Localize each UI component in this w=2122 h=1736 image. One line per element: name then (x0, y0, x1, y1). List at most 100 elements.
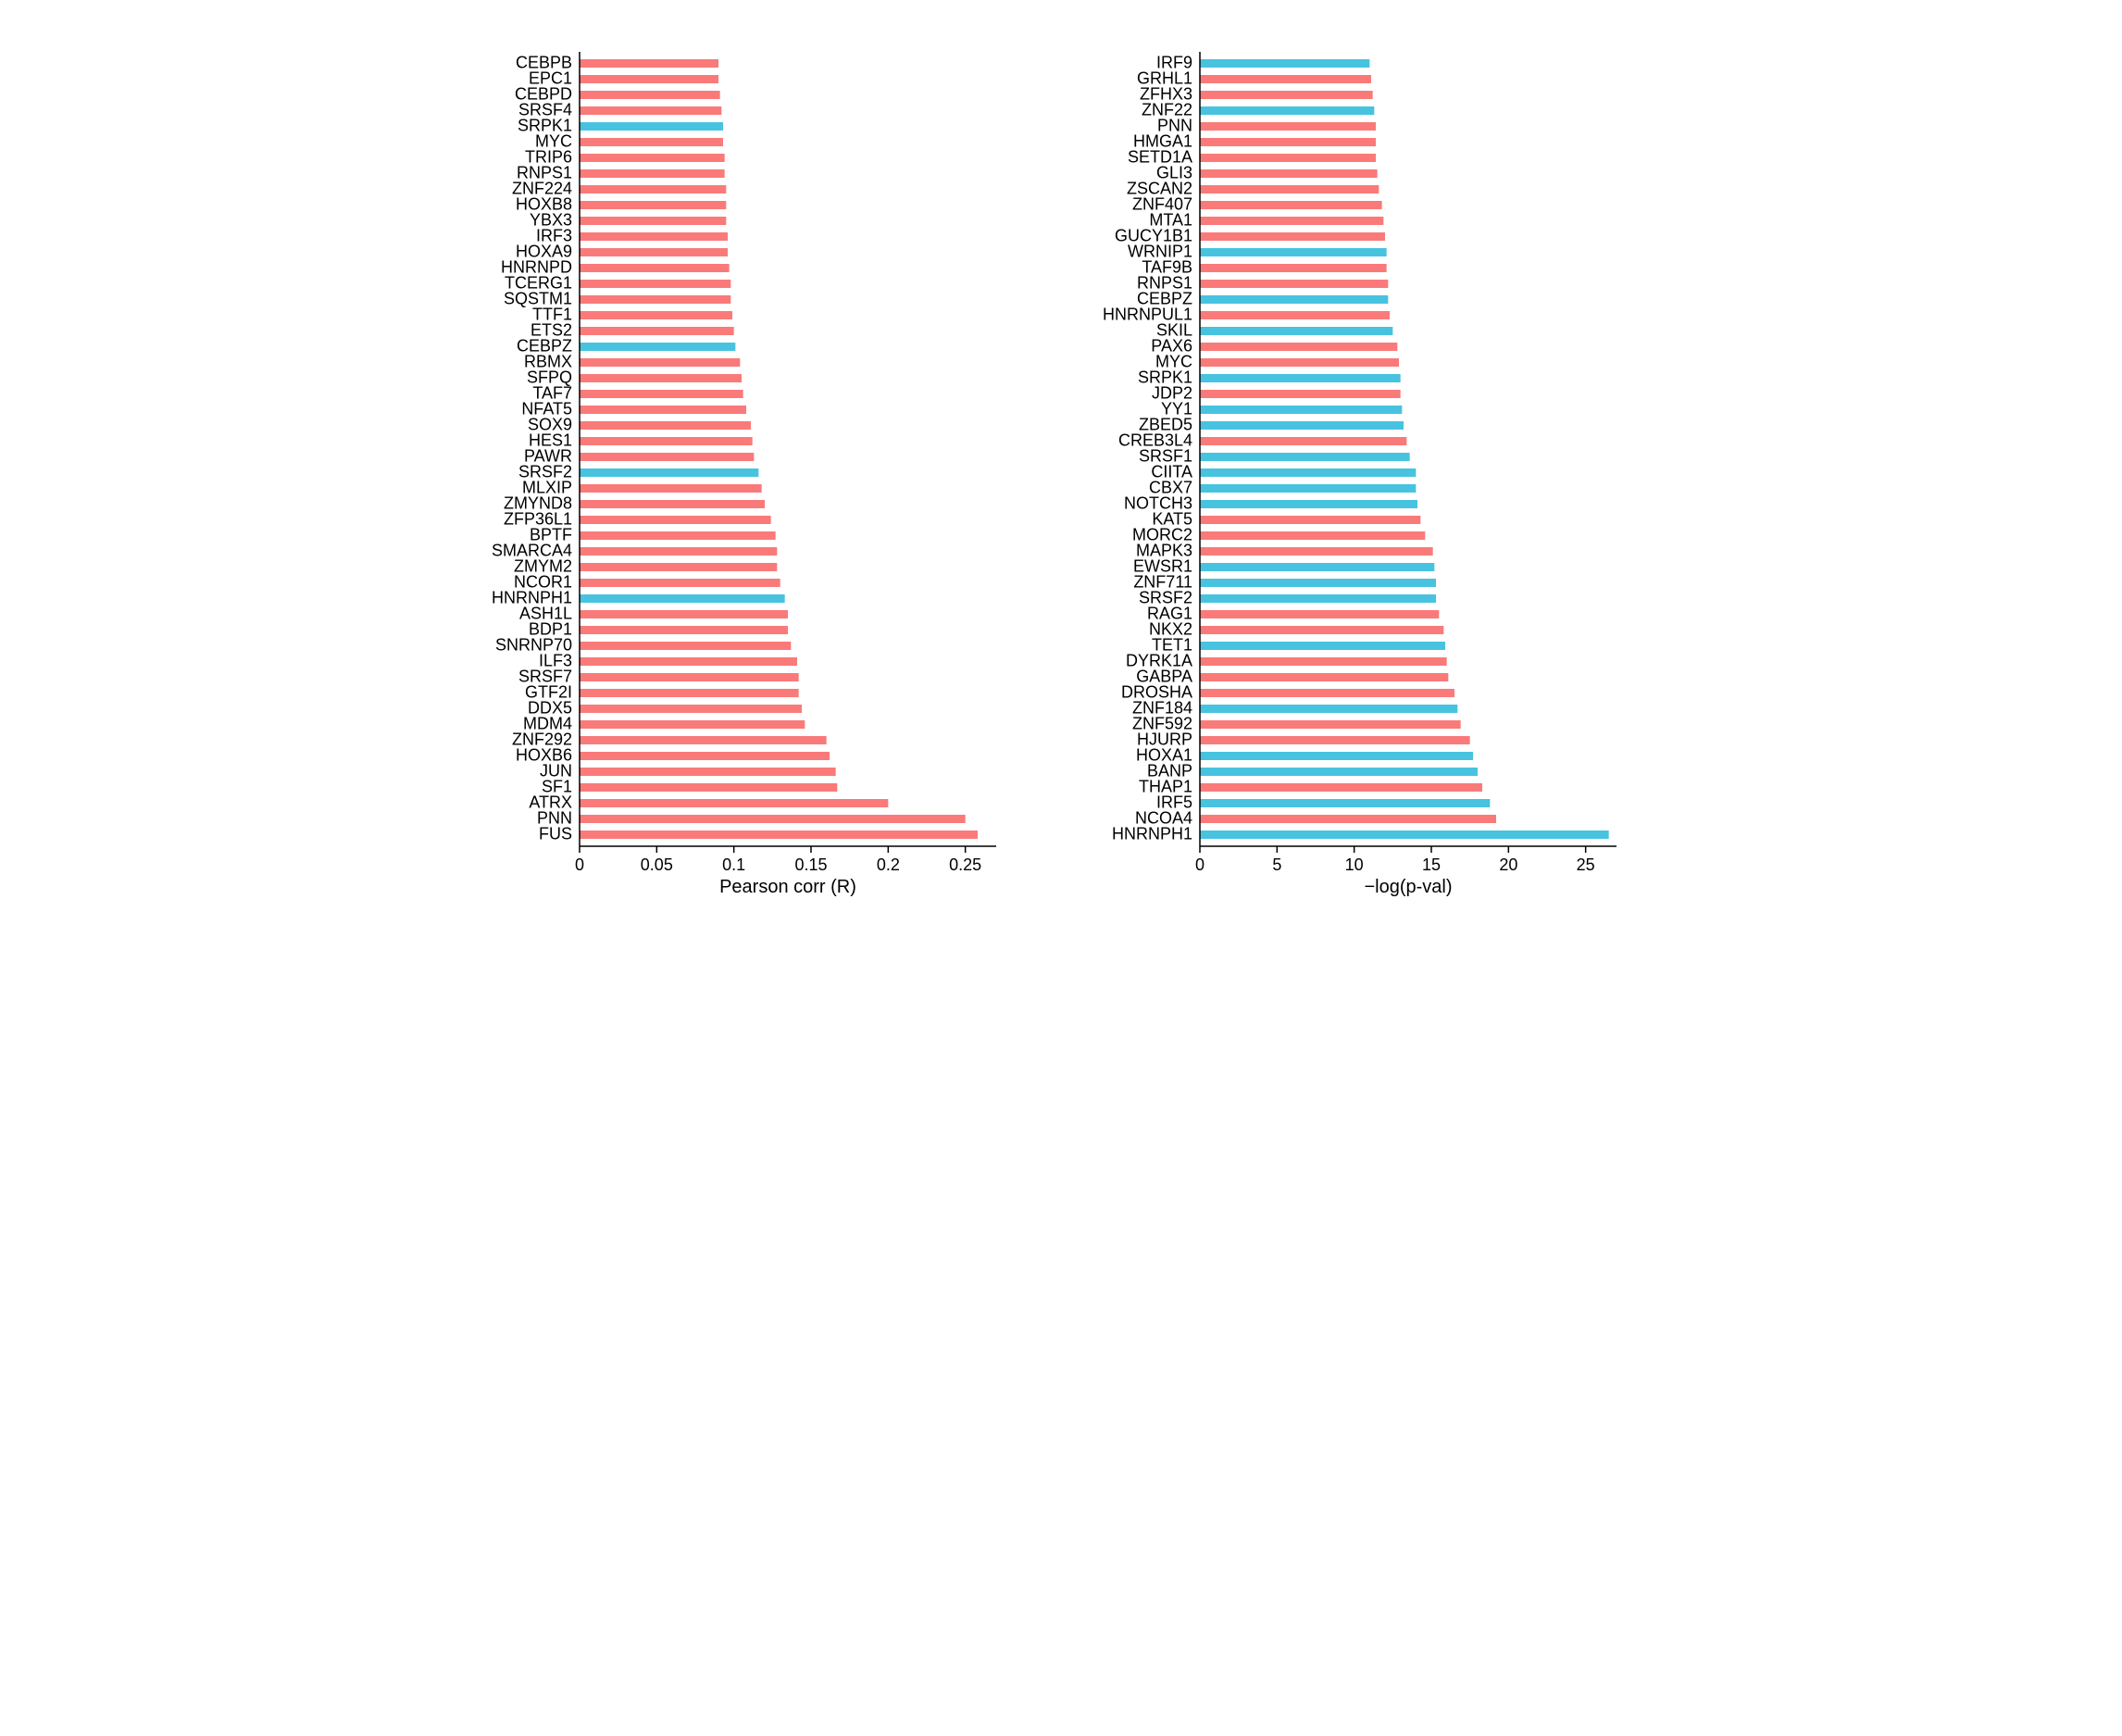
bar (580, 768, 836, 776)
bar (580, 626, 788, 634)
bar (580, 752, 830, 760)
x-tick-label: 0.05 (641, 856, 673, 874)
bar (1200, 563, 1434, 571)
bar (1200, 106, 1374, 115)
bar (580, 689, 799, 697)
bar (580, 138, 723, 146)
bar (580, 390, 743, 398)
bar (580, 75, 718, 83)
left-panel: CEBPBEPC1CEBPDSRSF4SRPK1MYCTRIP6RNPS1ZNF… (478, 37, 1024, 898)
bar (1200, 122, 1376, 131)
bar (1200, 610, 1439, 618)
bar (1200, 657, 1447, 666)
bar (1200, 248, 1387, 256)
bar (580, 280, 730, 288)
bar (580, 594, 785, 603)
bar (1200, 579, 1436, 587)
x-tick-label: 0.25 (949, 856, 981, 874)
bar (1200, 154, 1376, 162)
bar (1200, 358, 1399, 367)
bar (580, 799, 888, 807)
bar (1200, 343, 1397, 351)
x-tick-label: 0 (575, 856, 584, 874)
bar (580, 106, 721, 115)
x-axis-title: Pearson corr (R) (719, 877, 856, 897)
bar (1200, 468, 1416, 477)
bar (580, 232, 728, 241)
bar (1200, 185, 1379, 194)
bar (580, 201, 726, 209)
bar (1200, 815, 1496, 823)
x-tick-label: 25 (1577, 856, 1595, 874)
bar (1200, 783, 1482, 792)
bar (580, 59, 718, 68)
bar (1200, 516, 1420, 524)
bar (580, 327, 734, 335)
bar (580, 264, 730, 272)
bar (1200, 484, 1416, 493)
bar (1200, 264, 1387, 272)
bar (580, 343, 735, 351)
bar (580, 122, 723, 131)
bar (1200, 327, 1392, 335)
bar (1200, 311, 1390, 319)
bar (1200, 232, 1385, 241)
bar (580, 421, 751, 430)
bar (1200, 280, 1388, 288)
bar (580, 547, 777, 556)
x-tick-label: 20 (1499, 856, 1517, 874)
bar (580, 657, 797, 666)
bar (1200, 720, 1461, 729)
bar (580, 579, 780, 587)
right-panel: IRF9GRHL1ZFHX3ZNF22PNNHMGA1SETD1AGLI3ZSC… (1098, 37, 1644, 898)
bar (1200, 217, 1383, 225)
bar (1200, 689, 1454, 697)
bar (580, 642, 791, 650)
bar (580, 563, 777, 571)
bar (1200, 437, 1406, 445)
bar (580, 736, 827, 744)
bar (580, 484, 762, 493)
bar (1200, 736, 1470, 744)
bar (580, 500, 765, 508)
bar (580, 610, 788, 618)
bar (580, 406, 746, 414)
bar (1200, 768, 1478, 776)
bar (1200, 831, 1609, 839)
bar (580, 248, 728, 256)
bar (1200, 201, 1382, 209)
x-axis-title: −log(p-val) (1364, 877, 1452, 897)
chart-panels: CEBPBEPC1CEBPDSRSF4SRPK1MYCTRIP6RNPS1ZNF… (37, 37, 2085, 898)
bar (1200, 752, 1473, 760)
bar (580, 453, 754, 461)
bar (1200, 705, 1457, 713)
bar (1200, 531, 1425, 540)
bar (1200, 453, 1410, 461)
bar (580, 311, 732, 319)
bar (580, 516, 771, 524)
bar (580, 185, 726, 194)
bar (580, 295, 730, 304)
right-chart-svg: IRF9GRHL1ZFHX3ZNF22PNNHMGA1SETD1AGLI3ZSC… (1098, 37, 1644, 898)
x-tick-label: 0.1 (722, 856, 745, 874)
bar (1200, 374, 1401, 382)
bar (580, 720, 805, 729)
bar (580, 437, 753, 445)
bar (580, 358, 740, 367)
bar (580, 673, 799, 681)
bar (1200, 169, 1378, 178)
bar (580, 705, 802, 713)
bar (1200, 406, 1402, 414)
left-chart-svg: CEBPBEPC1CEBPDSRSF4SRPK1MYCTRIP6RNPS1ZNF… (478, 37, 1024, 898)
bar (580, 169, 725, 178)
x-tick-label: 0 (1195, 856, 1205, 874)
bar (580, 531, 776, 540)
x-tick-label: 0.2 (877, 856, 900, 874)
bar (1200, 421, 1404, 430)
bar (580, 831, 978, 839)
x-tick-label: 5 (1272, 856, 1281, 874)
bar (1200, 626, 1443, 634)
bar (580, 374, 742, 382)
bar (580, 468, 758, 477)
x-tick-label: 0.15 (794, 856, 827, 874)
